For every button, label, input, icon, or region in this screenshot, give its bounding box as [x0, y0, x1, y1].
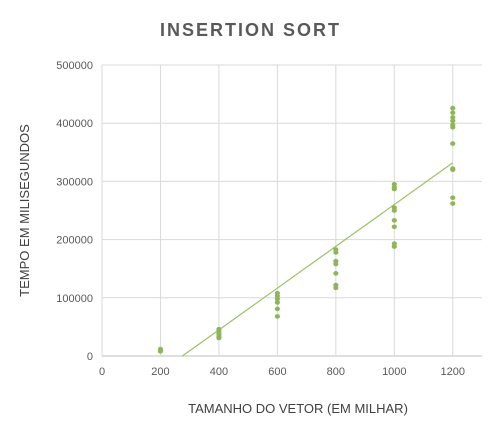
x-tick-label: 200: [151, 366, 169, 378]
data-point: [333, 271, 339, 276]
x-tick-label: 600: [268, 366, 286, 378]
data-point: [274, 300, 280, 305]
y-tick-label: 400000: [56, 118, 93, 130]
y-axis-title: TEMPO EM MILISEGUNDOS: [17, 124, 32, 297]
y-tick-label: 500000: [56, 60, 93, 72]
data-point: [450, 195, 456, 200]
data-point: [333, 285, 339, 291]
x-tick-label: 800: [327, 366, 345, 378]
x-tick-label: 1000: [382, 366, 406, 378]
data-point: [274, 314, 280, 319]
data-point: [450, 201, 456, 206]
data-points: [157, 105, 456, 354]
y-tick-label: 100000: [56, 293, 93, 305]
data-point: [450, 167, 456, 173]
y-tick-label: 200000: [56, 235, 93, 247]
x-tick-label: 400: [210, 366, 228, 378]
data-point: [391, 218, 397, 223]
data-point: [216, 335, 222, 341]
data-point: [391, 186, 397, 192]
data-point: [391, 224, 397, 230]
data-point: [450, 115, 456, 120]
gridlines: [101, 64, 482, 357]
data-point: [274, 306, 280, 312]
data-point: [450, 141, 456, 146]
data-point: [450, 124, 456, 130]
data-point: [333, 250, 339, 255]
data-point: [450, 110, 456, 116]
x-axis-ticks: 0 200 400 600 800 1000 1200: [99, 366, 465, 378]
data-point: [450, 118, 456, 124]
trendline: [182, 162, 454, 357]
data-point: [391, 208, 397, 213]
x-axis-title: TAMANHO DO VETOR (EM MILHAR): [188, 401, 408, 416]
x-tick-label: 0: [99, 366, 105, 378]
y-tick-label: 300000: [56, 176, 93, 188]
data-point: [450, 105, 456, 111]
data-point: [391, 244, 397, 249]
y-axis-ticks: 0 100000 200000 300000 400000 500000: [56, 60, 93, 363]
chart-title: INSERTION SORT: [159, 20, 341, 40]
data-point: [274, 296, 280, 302]
x-tick-label: 1200: [441, 366, 465, 378]
trendline-group: [182, 162, 454, 357]
data-point: [333, 261, 339, 267]
y-tick-label: 0: [87, 351, 93, 363]
data-point: [157, 349, 164, 354]
